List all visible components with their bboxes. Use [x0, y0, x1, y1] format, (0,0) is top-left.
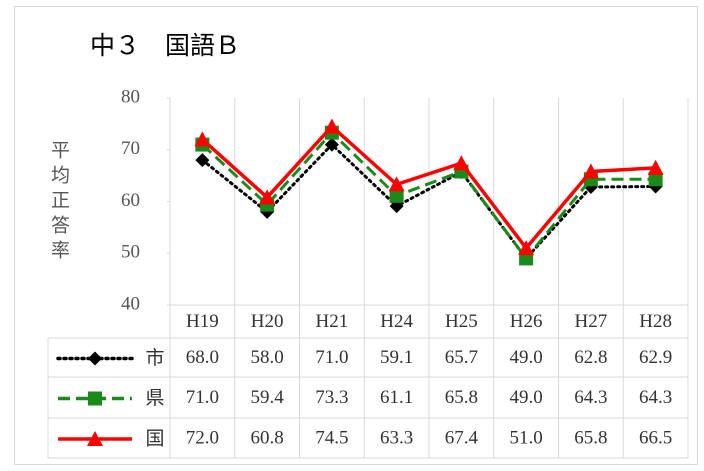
value-label: 65.7: [445, 347, 478, 368]
marker: [582, 163, 599, 179]
value-label: 63.3: [380, 427, 413, 448]
x-tick-label: H19: [186, 311, 219, 332]
marker: [648, 172, 663, 187]
value-label: 66.5: [639, 427, 672, 448]
marker: [388, 176, 405, 192]
value-label: 67.4: [445, 427, 479, 448]
x-tick-label: H24: [380, 311, 413, 332]
legend-label: 国: [145, 428, 164, 450]
value-label: 58.0: [251, 347, 284, 368]
chart-title: 中３ 国語Ｂ: [90, 31, 240, 60]
x-tick-label: H27: [575, 311, 608, 332]
y-tick-label: 60: [121, 190, 140, 211]
marker: [323, 118, 340, 134]
y-axis-label: 平均正答率: [48, 140, 70, 265]
marker: [195, 153, 210, 168]
value-label: 71.0: [315, 347, 348, 368]
x-tick-label: H26: [510, 311, 543, 332]
y-tick-label: 40: [121, 293, 140, 314]
series-line: [200, 142, 658, 261]
y-tick-label: 70: [121, 138, 140, 159]
value-label: 72.0: [186, 427, 219, 448]
x-tick-label: H21: [316, 311, 349, 332]
value-label: 64.3: [639, 387, 672, 408]
legend-marker: [88, 351, 102, 366]
y-tick-label: 50: [121, 242, 140, 263]
x-tick-label: H25: [445, 311, 478, 332]
value-label: 61.1: [380, 387, 413, 408]
marker: [389, 188, 404, 203]
marker: [453, 155, 470, 171]
value-label: 49.0: [510, 387, 543, 408]
value-label: 59.4: [251, 387, 285, 408]
x-tick-label: H28: [639, 311, 672, 332]
series-line: [201, 130, 656, 261]
value-label: 62.8: [574, 347, 607, 368]
value-label: 60.8: [251, 427, 284, 448]
value-label: 74.5: [315, 427, 348, 448]
y-tick-label: 80: [121, 86, 140, 107]
marker: [647, 159, 664, 175]
series-line: [201, 124, 656, 251]
legend-label: 県: [145, 387, 164, 409]
legend-marker: [87, 431, 103, 446]
value-label: 68.0: [186, 347, 219, 368]
legend-label: 市: [145, 347, 164, 369]
chart-border: [14, 6, 698, 465]
marker: [259, 189, 276, 205]
value-label: 65.8: [574, 427, 607, 448]
value-label: 49.0: [510, 347, 543, 368]
value-label: 65.8: [445, 387, 478, 408]
x-tick-label: H20: [251, 311, 284, 332]
value-label: 71.0: [186, 387, 219, 408]
value-label: 73.3: [315, 387, 348, 408]
value-label: 59.1: [380, 347, 413, 368]
legend-marker: [88, 391, 102, 406]
marker: [518, 240, 535, 256]
marker: [194, 131, 211, 147]
value-label: 51.0: [510, 427, 543, 448]
value-label: 64.3: [574, 387, 607, 408]
marker: [324, 137, 339, 152]
value-label: 62.9: [639, 347, 672, 368]
